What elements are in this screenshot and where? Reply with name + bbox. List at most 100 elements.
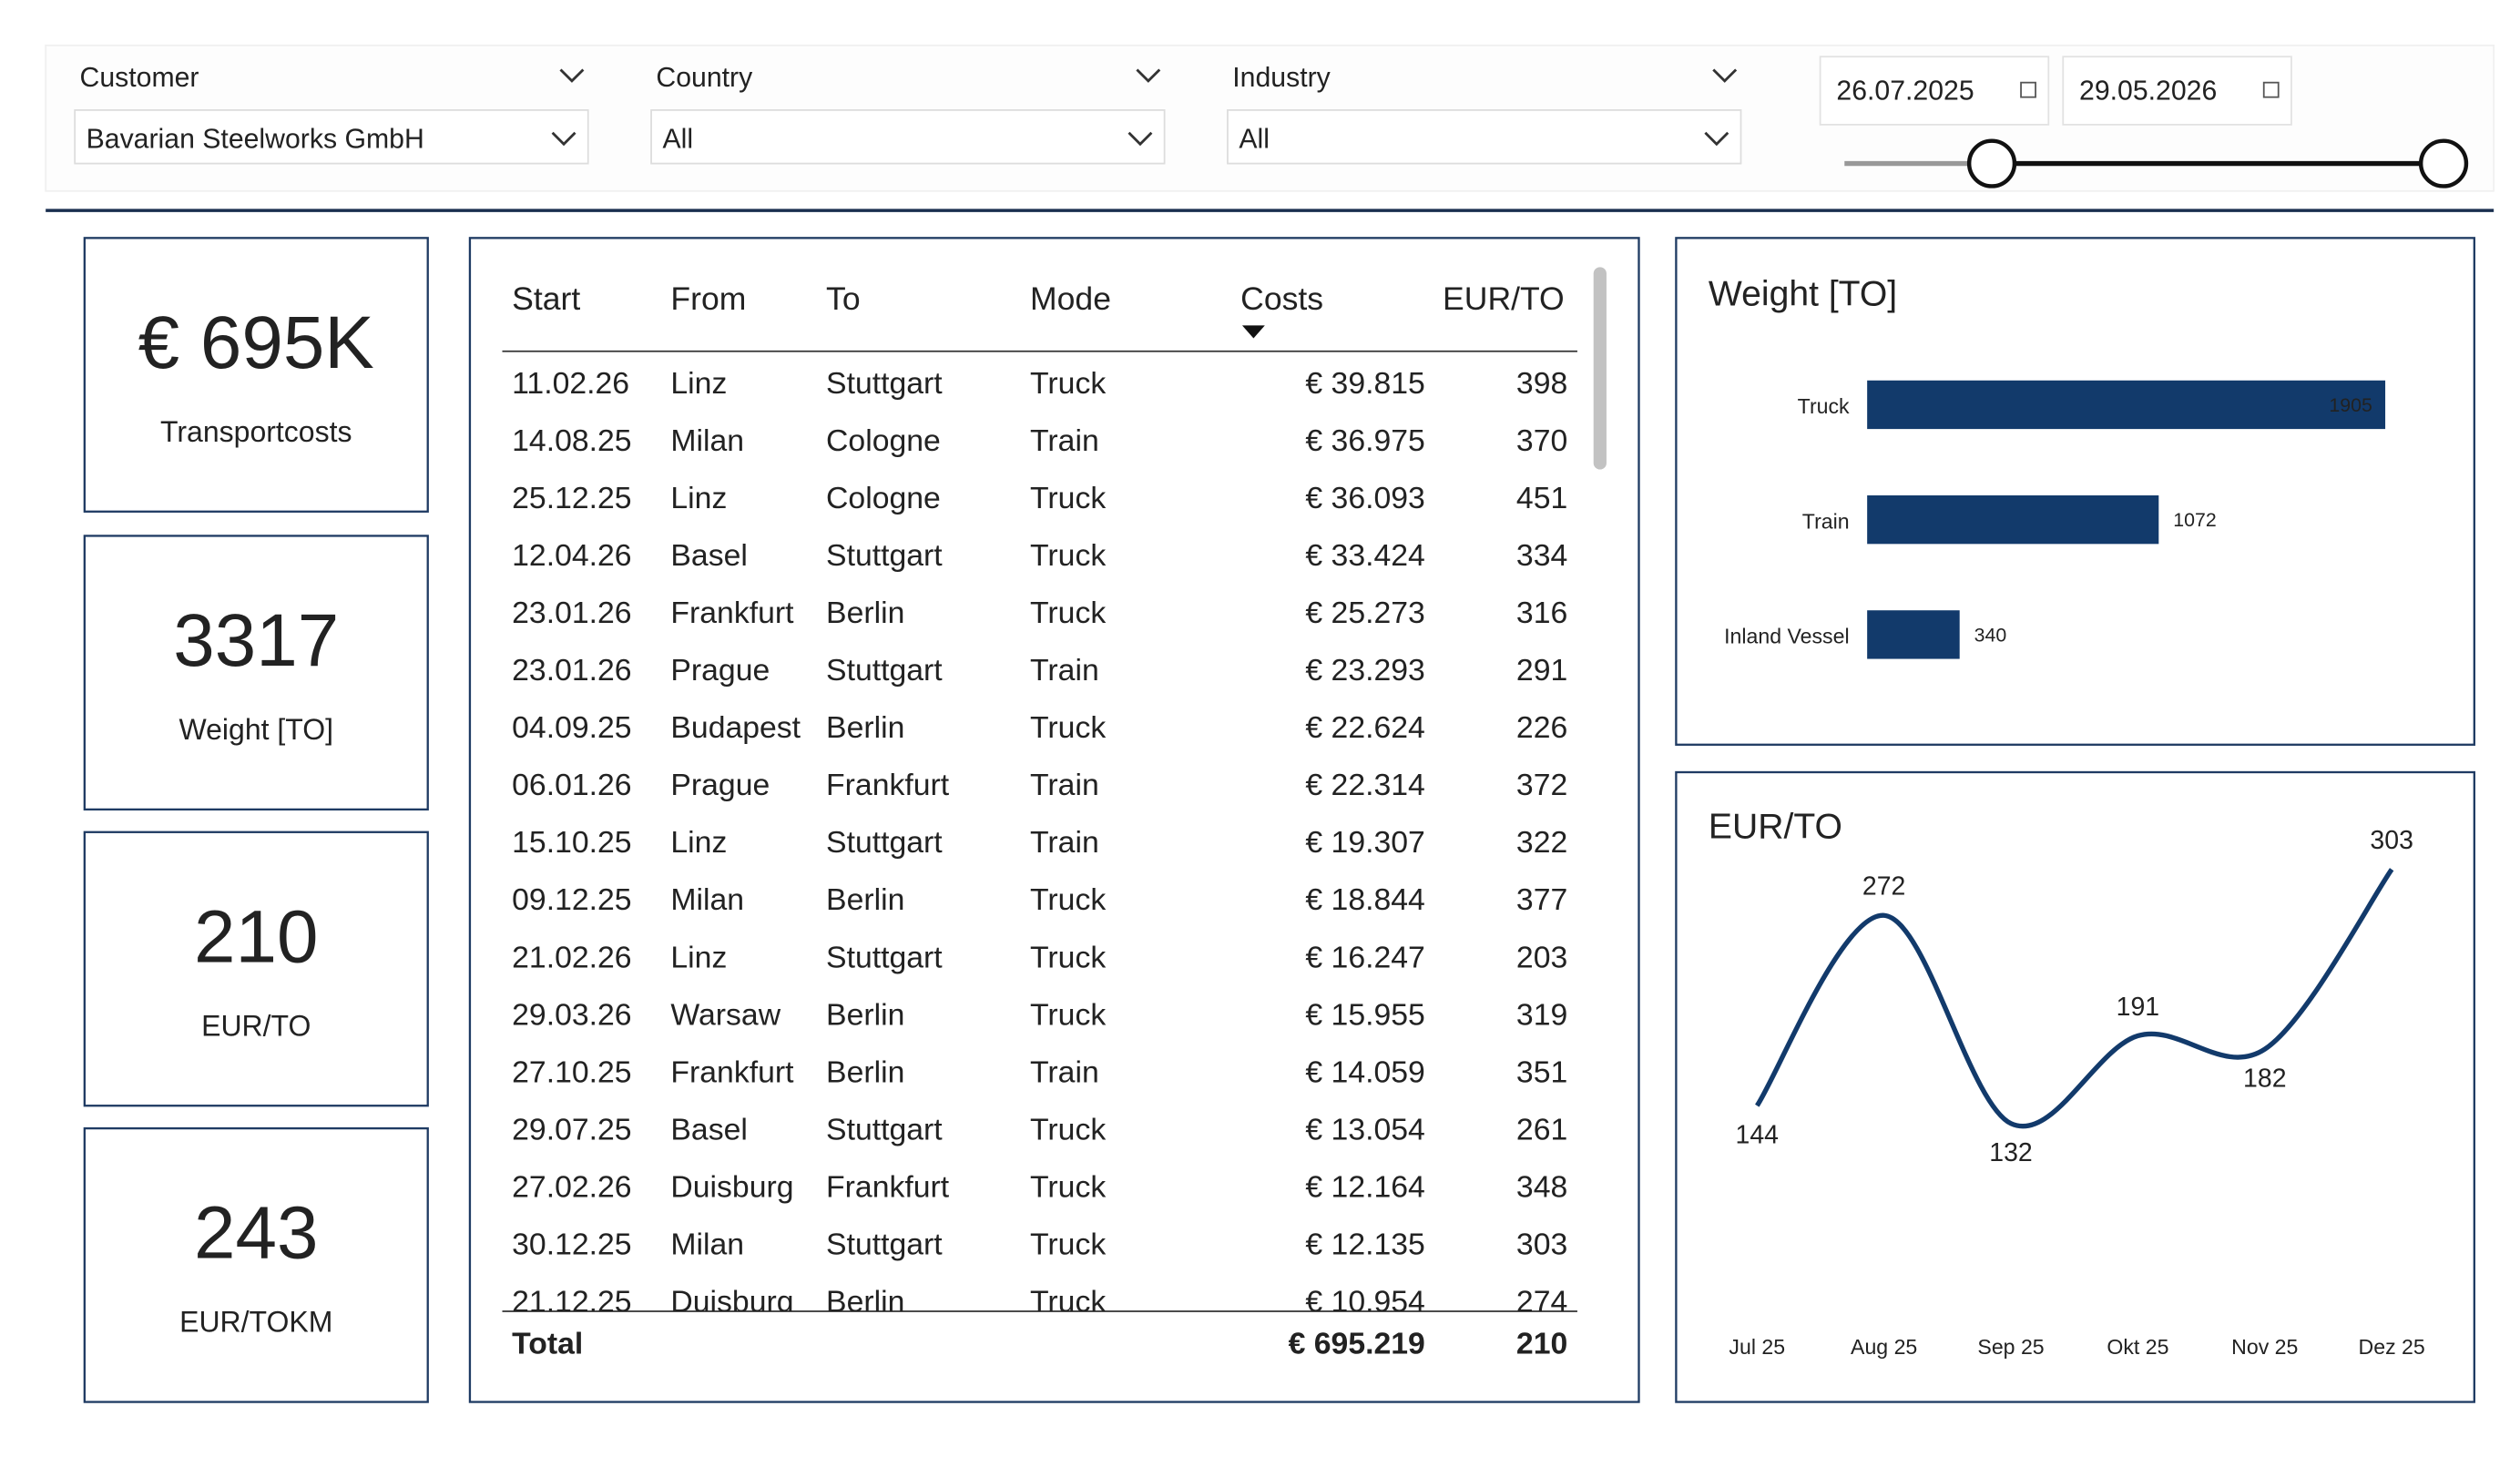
total-eur-to: 210 bbox=[1516, 1326, 1567, 1360]
slider-handle[interactable] bbox=[2418, 138, 2469, 188]
table-panel bbox=[468, 237, 1640, 1403]
table-cell: Truck bbox=[1030, 366, 1106, 401]
table-cell: Duisburg bbox=[670, 1169, 793, 1204]
data-label: 144 bbox=[1736, 1120, 1779, 1149]
table-cell: Berlin bbox=[826, 997, 904, 1032]
table-cell: € 39.815 bbox=[1305, 366, 1424, 401]
table-cell: 11.02.26 bbox=[512, 366, 629, 401]
table-cell: € 36.093 bbox=[1305, 481, 1424, 515]
table-cell: Truck bbox=[1030, 997, 1106, 1032]
start-date: 26.07.2025 bbox=[1836, 76, 1974, 106]
table-cell: 348 bbox=[1516, 1169, 1567, 1204]
kpi-label: Weight [TO] bbox=[179, 713, 334, 746]
table-cell: 303 bbox=[1516, 1227, 1567, 1261]
table-cell: Truck bbox=[1030, 481, 1106, 515]
table-cell: Train bbox=[1030, 653, 1099, 688]
date-input[interactable] bbox=[1819, 56, 2050, 126]
table-cell: 319 bbox=[1516, 997, 1567, 1032]
column-header[interactable]: Mode bbox=[1030, 280, 1111, 317]
data-label: 191 bbox=[2117, 993, 2159, 1022]
dropdown-value: All bbox=[663, 125, 694, 155]
table-cell: Truck bbox=[1030, 596, 1106, 630]
x-tick-label: Okt 25 bbox=[2107, 1335, 2168, 1359]
bar bbox=[1867, 380, 2386, 430]
table-cell: 451 bbox=[1516, 481, 1567, 515]
table-cell: 203 bbox=[1516, 940, 1567, 974]
dropdown[interactable] bbox=[74, 108, 589, 165]
table-body: 11.02.26 Linz Stuttgart Truck € 39.815 398 14.… bbox=[512, 366, 1567, 1319]
calendar-icon[interactable] bbox=[2020, 81, 2036, 98]
table-cell: 15.10.25 bbox=[512, 825, 631, 860]
table-cell: Frankfurt bbox=[826, 1169, 950, 1204]
dropdown-value: All bbox=[1239, 125, 1270, 155]
sort-indicator bbox=[1241, 325, 1265, 339]
x-tick-label: Nov 25 bbox=[2231, 1335, 2298, 1359]
table-cell: € 13.054 bbox=[1305, 1112, 1424, 1146]
calendar-icon[interactable] bbox=[2262, 81, 2280, 98]
table-cell: Milan bbox=[670, 882, 744, 917]
table-cell: Warsaw bbox=[670, 997, 780, 1032]
table-cell: Train bbox=[1030, 1055, 1099, 1089]
table-cell: 322 bbox=[1516, 825, 1567, 860]
kpi-card bbox=[83, 237, 429, 513]
x-tick-label: Sep 25 bbox=[1977, 1335, 2044, 1359]
table-cell: 316 bbox=[1516, 596, 1567, 630]
chevron bbox=[1136, 68, 1161, 83]
kpi-value: 210 bbox=[194, 895, 318, 978]
slider-handle[interactable] bbox=[1966, 138, 2017, 188]
table-cell: € 23.293 bbox=[1305, 653, 1424, 688]
table-cell: Linz bbox=[670, 825, 727, 860]
chart-title: Weight [TO] bbox=[1709, 275, 1897, 314]
x-tick-label: Jul 25 bbox=[1729, 1335, 1785, 1359]
table-cell: Stuttgart bbox=[826, 366, 943, 401]
table-cell: Stuttgart bbox=[826, 1112, 943, 1146]
column-header[interactable]: Costs bbox=[1240, 280, 1323, 317]
table-cell: 27.02.26 bbox=[512, 1169, 631, 1204]
table-cell: Train bbox=[1030, 768, 1099, 802]
kpi-value: € 695K bbox=[138, 301, 374, 384]
data-label: 1072 bbox=[2173, 509, 2216, 531]
column-header[interactable]: From bbox=[670, 280, 746, 317]
data-label: 272 bbox=[1862, 872, 1905, 902]
x-tick-label: Dez 25 bbox=[2359, 1335, 2425, 1359]
bar bbox=[1867, 495, 2159, 545]
table-cell: € 15.955 bbox=[1305, 997, 1424, 1032]
dropdown[interactable] bbox=[1227, 108, 1742, 165]
table-cell: Berlin bbox=[826, 710, 904, 745]
chevron bbox=[1712, 68, 1738, 83]
table-cell: Frankfurt bbox=[670, 1055, 794, 1089]
table-cell: 30.12.25 bbox=[512, 1227, 631, 1261]
table-cell: Basel bbox=[670, 538, 747, 573]
table-cell: Milan bbox=[670, 1227, 744, 1261]
table-cell: 372 bbox=[1516, 768, 1567, 802]
kpi-label: Transportcosts bbox=[160, 415, 352, 448]
table-cell: 14.08.25 bbox=[512, 423, 631, 458]
filter-label: Country bbox=[656, 63, 753, 93]
category-label: Inland Vessel bbox=[1724, 625, 1849, 648]
table-cell: Berlin bbox=[826, 1284, 904, 1319]
column-header[interactable]: Start bbox=[512, 280, 580, 317]
column-header[interactable]: To bbox=[826, 280, 861, 317]
table-cell: € 16.247 bbox=[1305, 940, 1424, 974]
table-cell: Berlin bbox=[826, 1055, 904, 1089]
dropdown[interactable] bbox=[650, 108, 1166, 165]
table-cell: Stuttgart bbox=[826, 653, 943, 688]
date-input[interactable] bbox=[2062, 56, 2292, 126]
table-cell: € 18.844 bbox=[1305, 882, 1424, 917]
table-cell: Frankfurt bbox=[670, 596, 794, 630]
table-cell: Budapest bbox=[670, 710, 801, 745]
table-cell: 370 bbox=[1516, 423, 1567, 458]
table-cell: 29.07.25 bbox=[512, 1112, 631, 1146]
scrollbar[interactable] bbox=[1593, 267, 1607, 470]
column-header[interactable]: EUR/TO bbox=[1443, 280, 1565, 317]
table-cell: 274 bbox=[1516, 1284, 1567, 1319]
table-cell: Truck bbox=[1030, 1284, 1106, 1319]
filter-label: Customer bbox=[80, 63, 199, 93]
category-label: Truck bbox=[1798, 394, 1850, 418]
table-cell: 29.03.26 bbox=[512, 997, 631, 1032]
table-cell: € 10.954 bbox=[1305, 1284, 1424, 1319]
table-cell: Cologne bbox=[826, 423, 941, 458]
filter-label: Industry bbox=[1232, 63, 1331, 93]
